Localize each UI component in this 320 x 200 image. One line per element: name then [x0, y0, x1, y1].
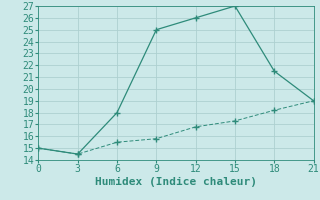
X-axis label: Humidex (Indice chaleur): Humidex (Indice chaleur)	[95, 177, 257, 187]
